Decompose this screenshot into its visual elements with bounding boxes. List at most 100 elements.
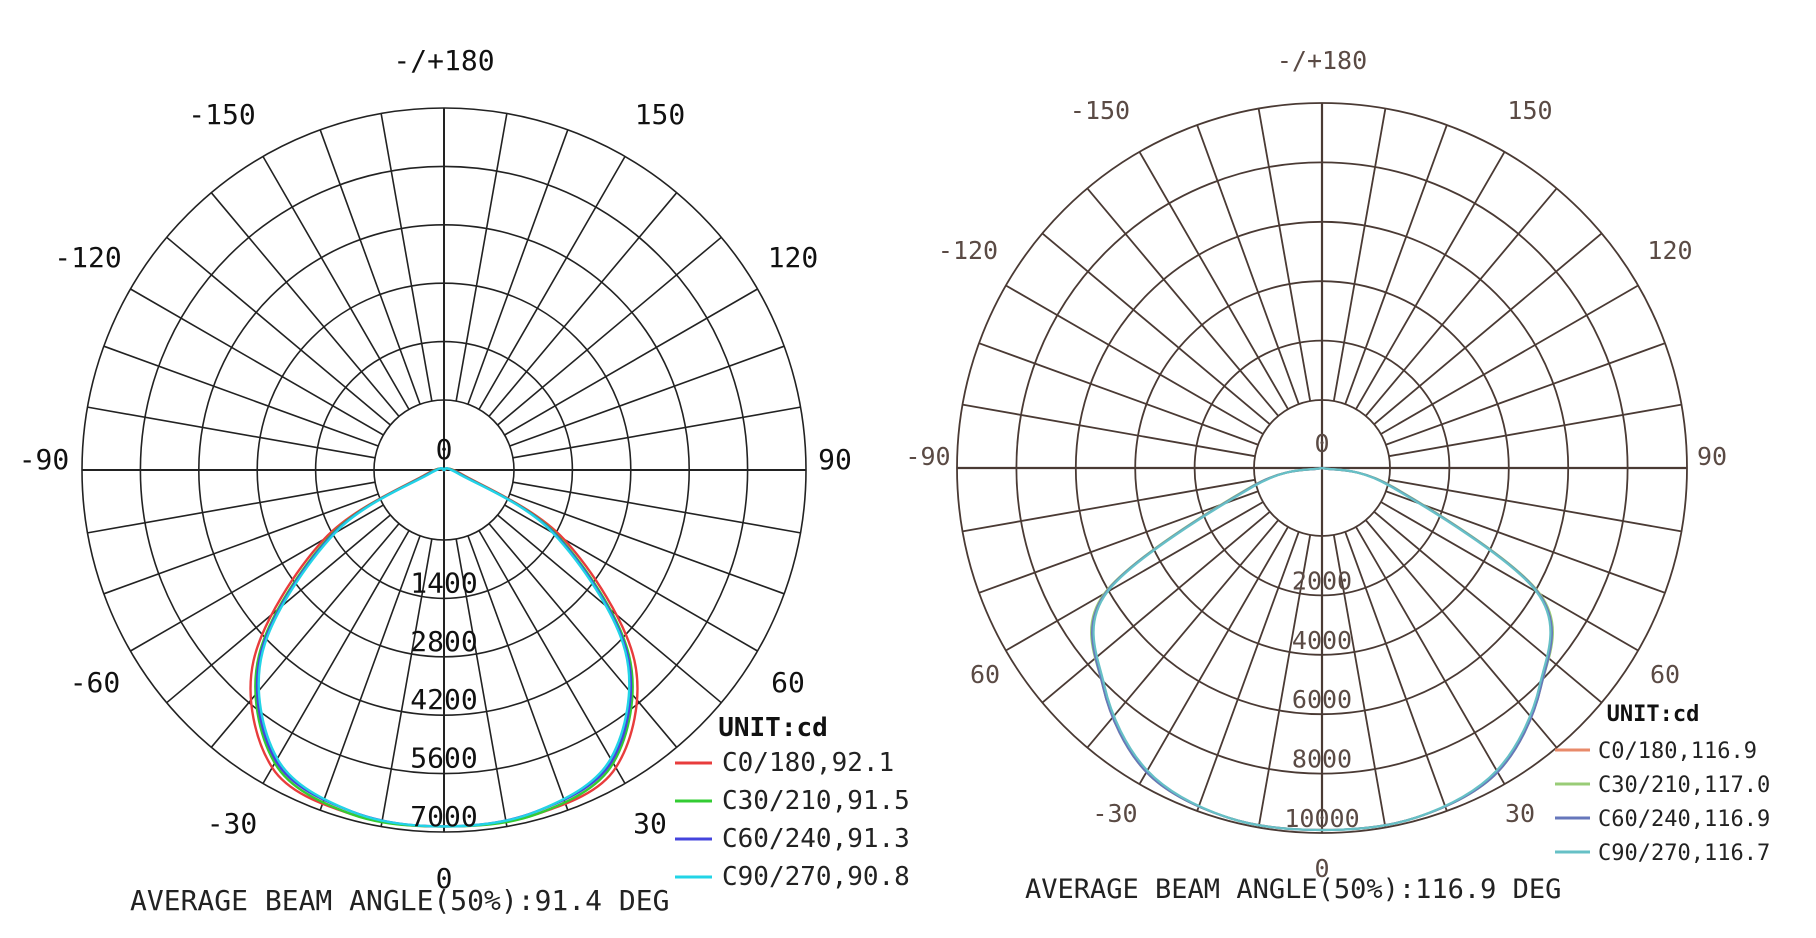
grid-spoke <box>1380 501 1639 652</box>
series-curve <box>1092 466 1552 832</box>
radial-tick-label: 5600 <box>410 742 477 775</box>
radial-tick-label: 6000 <box>1292 685 1352 714</box>
grid-spoke <box>1257 534 1312 828</box>
grid-spoke <box>1196 124 1300 405</box>
angle-label: 60 <box>970 660 1000 689</box>
grid-spoke <box>1332 534 1387 828</box>
angle-label: -/+180 <box>393 44 494 77</box>
grid-spoke <box>512 406 801 459</box>
radial-tick-label: 10000 <box>1284 804 1359 833</box>
angle-label: 30 <box>1505 799 1535 828</box>
grid-spoke <box>1388 478 1682 533</box>
grid-spoke <box>210 192 400 417</box>
angle-label: -120 <box>54 241 121 274</box>
angle-label: 90 <box>1697 442 1727 471</box>
grid-spoke <box>1344 124 1448 405</box>
grid-spoke <box>455 113 508 402</box>
legend: UNIT:cd C0/180,92.1 C30/210,91.5 C60/240,91… <box>675 713 910 892</box>
grid-spoke <box>1041 511 1271 704</box>
grid-spoke <box>488 523 678 748</box>
center-label: 0 <box>436 433 453 466</box>
grid-spoke <box>130 504 384 652</box>
radial-tick-label: 4200 <box>410 683 477 716</box>
grid-spoke <box>103 345 379 447</box>
grid-spoke <box>1373 232 1603 425</box>
legend-entry: C60/240,116.9 <box>1598 807 1770 832</box>
grid-spoke <box>262 530 410 784</box>
series-group <box>1090 466 1554 832</box>
grid-spoke <box>1380 284 1639 435</box>
angle-label: -90 <box>19 443 70 476</box>
angle-label: 30 <box>633 807 667 840</box>
angle-label: 60 <box>771 666 805 699</box>
grid-spoke <box>1365 519 1558 749</box>
angle-label: -30 <box>207 807 258 840</box>
radial-tick-label: 1400 <box>410 566 477 599</box>
legend-entry: C0/180,116.9 <box>1598 739 1757 764</box>
grid-spoke <box>1138 151 1289 410</box>
legend-entry: C90/270,90.8 <box>722 862 910 892</box>
grid-spoke <box>509 345 785 447</box>
grid-spoke <box>504 504 758 652</box>
grid-spoke <box>455 538 508 827</box>
grid-spoke <box>497 236 722 426</box>
grid-spoke <box>1385 342 1666 446</box>
angle-label: 0 <box>1314 854 1329 883</box>
grid-spoke <box>1005 501 1264 652</box>
grid-spoke <box>1355 526 1506 785</box>
angle-label: -150 <box>188 98 255 131</box>
grid-spoke <box>380 538 433 827</box>
radial-tick-label: 8000 <box>1292 745 1352 774</box>
grid-spoke <box>1355 151 1506 410</box>
radial-tick-label: 2000 <box>1292 566 1352 595</box>
legend-entry: C30/210,117.0 <box>1598 773 1770 798</box>
beam-angle-caption: AVERAGE BEAM ANGLE(50%):116.9 DEG <box>1025 874 1561 905</box>
grid-spoke <box>962 478 1256 533</box>
grid-spoke <box>103 493 379 595</box>
grid-spoke <box>166 236 391 426</box>
angle-label: 0 <box>436 862 453 895</box>
grid-spoke <box>978 490 1259 594</box>
grid-spoke <box>962 403 1256 458</box>
grid-spoke <box>467 535 569 811</box>
grid-spoke <box>1257 108 1312 402</box>
angle-label: -150 <box>1070 96 1130 125</box>
legend-entry: C60/240,91.3 <box>722 824 910 854</box>
angle-label: 120 <box>768 241 819 274</box>
grid-spoke <box>1373 511 1603 704</box>
unit-label: UNIT:cd <box>718 713 828 743</box>
radial-tick-label: 7000 <box>410 800 477 833</box>
grid-spoke <box>1344 531 1448 812</box>
angle-label: -30 <box>1092 799 1137 828</box>
angle-label: -90 <box>905 442 950 471</box>
grid-spoke <box>1365 187 1558 417</box>
grid-spoke <box>488 192 678 417</box>
series-curve <box>257 467 631 828</box>
grid-spoke <box>467 129 569 405</box>
grid-spoke <box>1138 526 1289 785</box>
center-label: 0 <box>1314 429 1329 458</box>
grid-spoke <box>87 406 376 459</box>
grid-spoke <box>512 481 801 534</box>
grid-spoke <box>1086 187 1279 417</box>
grid-spoke <box>87 481 376 534</box>
left-polar-chart: -/+180 150 120 90 60 30 0 -30 -60 -90 -120 -150 0 140… <box>19 44 910 917</box>
right-polar-chart: -/+180 150 120 90 60 30 0 -30 60 -90 -120 -150 0 2000… <box>905 46 1770 905</box>
series-group <box>249 467 639 828</box>
grid-spoke <box>1385 490 1666 594</box>
grid-spoke <box>1196 531 1300 812</box>
angle-label: 60 <box>1650 660 1680 689</box>
polar-grid <box>956 102 1688 834</box>
grid-spoke <box>1332 108 1387 402</box>
grid-spoke <box>504 288 758 436</box>
angle-label: -/+180 <box>1277 46 1367 75</box>
angle-label: 150 <box>635 98 686 131</box>
legend-entry: C30/210,91.5 <box>722 786 910 816</box>
grid-spoke <box>262 156 410 410</box>
angle-label: 120 <box>1647 236 1692 265</box>
grid-spoke <box>130 288 384 436</box>
legend-entry: C90/270,116.7 <box>1598 841 1770 866</box>
grid-spoke <box>978 342 1259 446</box>
radial-tick-label: 2800 <box>410 625 477 658</box>
